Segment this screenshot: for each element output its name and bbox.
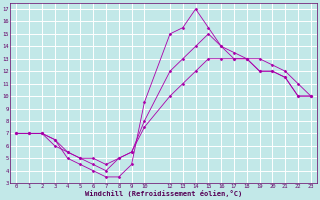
X-axis label: Windchill (Refroidissement éolien,°C): Windchill (Refroidissement éolien,°C) [85, 190, 242, 197]
